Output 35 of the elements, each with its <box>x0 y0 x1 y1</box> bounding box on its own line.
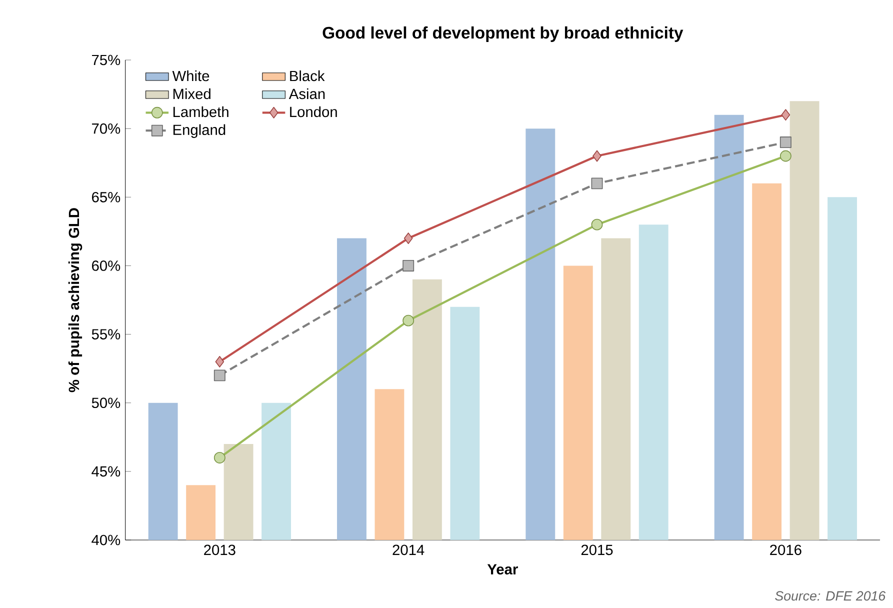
y-tick-label: 70% <box>92 123 120 134</box>
point <box>592 150 602 162</box>
legend-label: Asian <box>288 88 325 100</box>
point <box>780 136 792 148</box>
point <box>781 109 790 121</box>
x-tick-label: 2016 <box>770 544 802 556</box>
chart-title: Good level of development by broad ethnicity <box>322 26 684 42</box>
y-tick-label: 75% <box>92 54 120 66</box>
y-tick-label: 45% <box>92 466 120 477</box>
y-tick-label: 65% <box>92 192 120 202</box>
y-tick-label: 55% <box>92 329 120 340</box>
point <box>402 314 414 326</box>
point <box>780 150 792 162</box>
point <box>591 178 603 190</box>
legend-label: Lambeth <box>173 106 228 118</box>
source-note: Source: DFE 2016 <box>775 591 886 601</box>
y-axis-title: % of pupils achieving GLD <box>68 208 82 392</box>
legend-label: England <box>173 124 226 138</box>
x-tick-label: 2015 <box>581 544 613 556</box>
legend-label: London <box>290 106 337 118</box>
point <box>215 356 224 368</box>
point <box>214 452 226 464</box>
legend-label: Mixed <box>173 88 210 100</box>
x-axis-title: Year <box>487 564 518 574</box>
x-tick-label: 2013 <box>204 544 236 556</box>
y-tick-label: 60% <box>92 260 120 271</box>
point <box>591 218 603 230</box>
point <box>404 232 413 244</box>
y-tick-label: 40% <box>92 534 120 546</box>
x-tick-label: 2014 <box>392 544 424 556</box>
legend-label: White <box>172 70 210 82</box>
y-tick-label: 50% <box>92 398 120 408</box>
point <box>214 370 226 382</box>
legend-label: Black <box>290 70 325 82</box>
point <box>402 260 414 272</box>
